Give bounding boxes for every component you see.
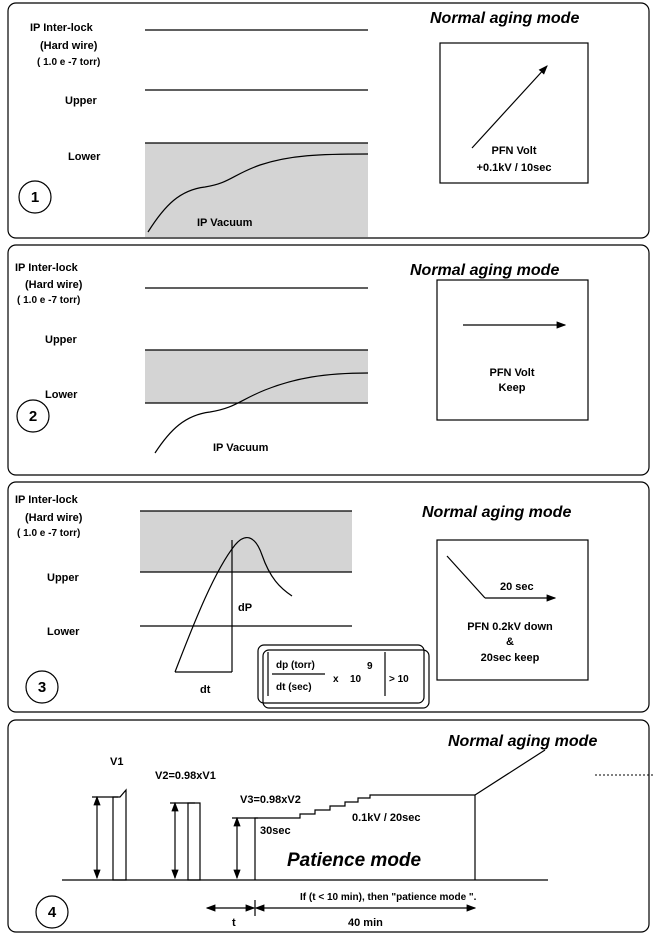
title: Normal aging mode — [410, 262, 559, 279]
formula-shadow — [262, 649, 430, 709]
label: ( 1.0 e -7 torr) — [37, 57, 100, 68]
label: +0.1kV / 10sec — [477, 162, 552, 174]
number-circle — [25, 670, 59, 704]
label: (Hard wire) — [40, 40, 98, 52]
label: ( 1.0 e -7 torr) — [17, 295, 80, 306]
number: 1 — [31, 189, 39, 206]
band — [145, 143, 368, 237]
label: V1 — [110, 756, 123, 768]
label: dt — [200, 684, 211, 696]
label: t — [232, 917, 236, 929]
label: Lower — [47, 626, 80, 638]
number: 3 — [38, 679, 46, 696]
box — [436, 279, 589, 421]
title: Normal aging mode — [422, 504, 571, 521]
box — [439, 42, 589, 184]
panel-frame — [7, 2, 650, 239]
label: Upper — [65, 95, 98, 107]
label: 40 min — [348, 917, 383, 929]
leader — [474, 749, 546, 796]
label: (Hard wire) — [25, 279, 83, 291]
band — [140, 511, 352, 572]
arrow-down — [446, 555, 486, 599]
label: 30sec — [260, 825, 291, 837]
box — [436, 539, 589, 681]
mode-label: Patience mode — [287, 850, 422, 871]
label: dP — [238, 602, 252, 614]
label: 20sec keep — [481, 652, 540, 664]
band — [145, 350, 368, 403]
label: IP Inter-lock — [15, 494, 79, 506]
pulse — [112, 788, 127, 881]
title: Normal aging mode — [430, 10, 579, 27]
panel-1: IP Inter-lock (Hard wire) ( 1.0 e -7 tor… — [7, 2, 650, 239]
label: Lower — [45, 389, 78, 401]
voltage-profile — [254, 794, 476, 880]
label: Upper — [45, 334, 78, 346]
label: dp (torr) — [276, 660, 315, 671]
label: Upper — [47, 572, 80, 584]
label: PFN 0.2kV down — [467, 621, 553, 633]
label: x — [333, 674, 339, 685]
title: Normal aging mode — [448, 733, 597, 750]
label: 9 — [367, 661, 373, 672]
label: 10 — [350, 674, 362, 685]
number: 4 — [48, 904, 57, 921]
label: dt (sec) — [276, 682, 312, 693]
label: If (t < 10 min), then "patience mode ". — [300, 892, 477, 903]
vacuum-curve — [147, 153, 369, 233]
panel-frame — [7, 244, 650, 476]
panel-frame — [7, 481, 650, 713]
label: IP Inter-lock — [30, 22, 94, 34]
label: PFN Volt — [489, 367, 534, 379]
vacuum-curve — [154, 372, 369, 454]
panel-2: IP Inter-lock (Hard wire) ( 1.0 e -7 tor… — [7, 244, 650, 476]
label: 20 sec — [500, 581, 534, 593]
label: 0.1kV / 20sec — [352, 812, 421, 824]
label: ( 1.0 e -7 torr) — [17, 528, 80, 539]
label: PFN Volt — [491, 145, 536, 157]
label: & — [506, 636, 514, 648]
label: > 10 — [389, 674, 409, 685]
label: IP Vacuum — [197, 217, 253, 229]
label: IP Inter-lock — [15, 262, 79, 274]
number-circle — [16, 399, 50, 433]
label: IP Vacuum — [213, 442, 269, 454]
panel-frame — [7, 719, 650, 933]
label: Lower — [68, 151, 101, 163]
panel-4: Normal aging mode V1 V2=0.98xV1 V3=0.98x… — [7, 719, 653, 933]
number-circle — [35, 895, 69, 929]
number: 2 — [29, 408, 37, 425]
pulse — [187, 802, 201, 881]
label: Keep — [499, 382, 526, 394]
label: (Hard wire) — [25, 512, 83, 524]
arrow — [471, 65, 548, 149]
formula-box — [257, 644, 425, 704]
panel-3: IP Inter-lock (Hard wire) ( 1.0 e -7 tor… — [7, 481, 650, 713]
vacuum-curve — [174, 537, 293, 673]
number-circle — [18, 180, 52, 214]
label: V2=0.98xV1 — [155, 770, 216, 782]
label: V3=0.98xV2 — [240, 794, 301, 806]
